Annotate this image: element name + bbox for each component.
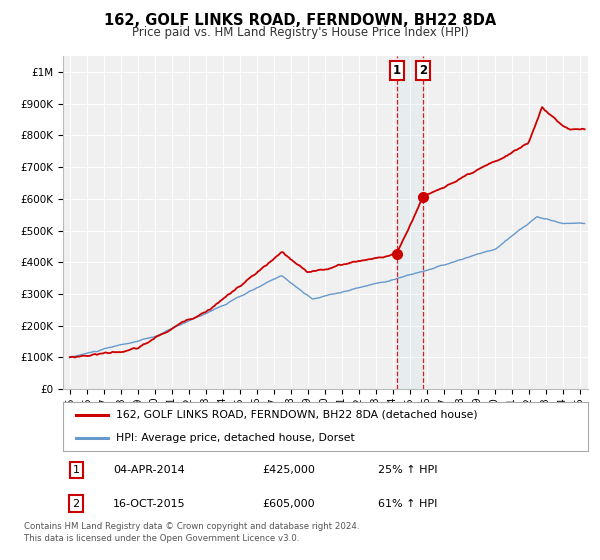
Text: Contains HM Land Registry data © Crown copyright and database right 2024.
This d: Contains HM Land Registry data © Crown c… [24, 522, 359, 543]
Bar [397, 56, 423, 389]
Text: £605,000: £605,000 [263, 498, 315, 508]
Text: £425,000: £425,000 [263, 465, 316, 475]
Text: 16-OCT-2015: 16-OCT-2015 [113, 498, 185, 508]
Text: 162, GOLF LINKS ROAD, FERNDOWN, BH22 8DA (detached house): 162, GOLF LINKS ROAD, FERNDOWN, BH22 8DA… [115, 410, 477, 420]
Text: HPI: Average price, detached house, Dorset: HPI: Average price, detached house, Dors… [115, 433, 354, 444]
Text: 04-APR-2014: 04-APR-2014 [113, 465, 185, 475]
Text: Price paid vs. HM Land Registry's House Price Index (HPI): Price paid vs. HM Land Registry's House … [131, 26, 469, 39]
Text: 1: 1 [73, 465, 80, 475]
Text: 162, GOLF LINKS ROAD, FERNDOWN, BH22 8DA: 162, GOLF LINKS ROAD, FERNDOWN, BH22 8DA [104, 13, 496, 28]
Text: 2: 2 [419, 64, 427, 77]
Text: 61% ↑ HPI: 61% ↑ HPI [378, 498, 437, 508]
Text: 1: 1 [393, 64, 401, 77]
Text: 2: 2 [73, 498, 80, 508]
Text: 25% ↑ HPI: 25% ↑ HPI [378, 465, 437, 475]
